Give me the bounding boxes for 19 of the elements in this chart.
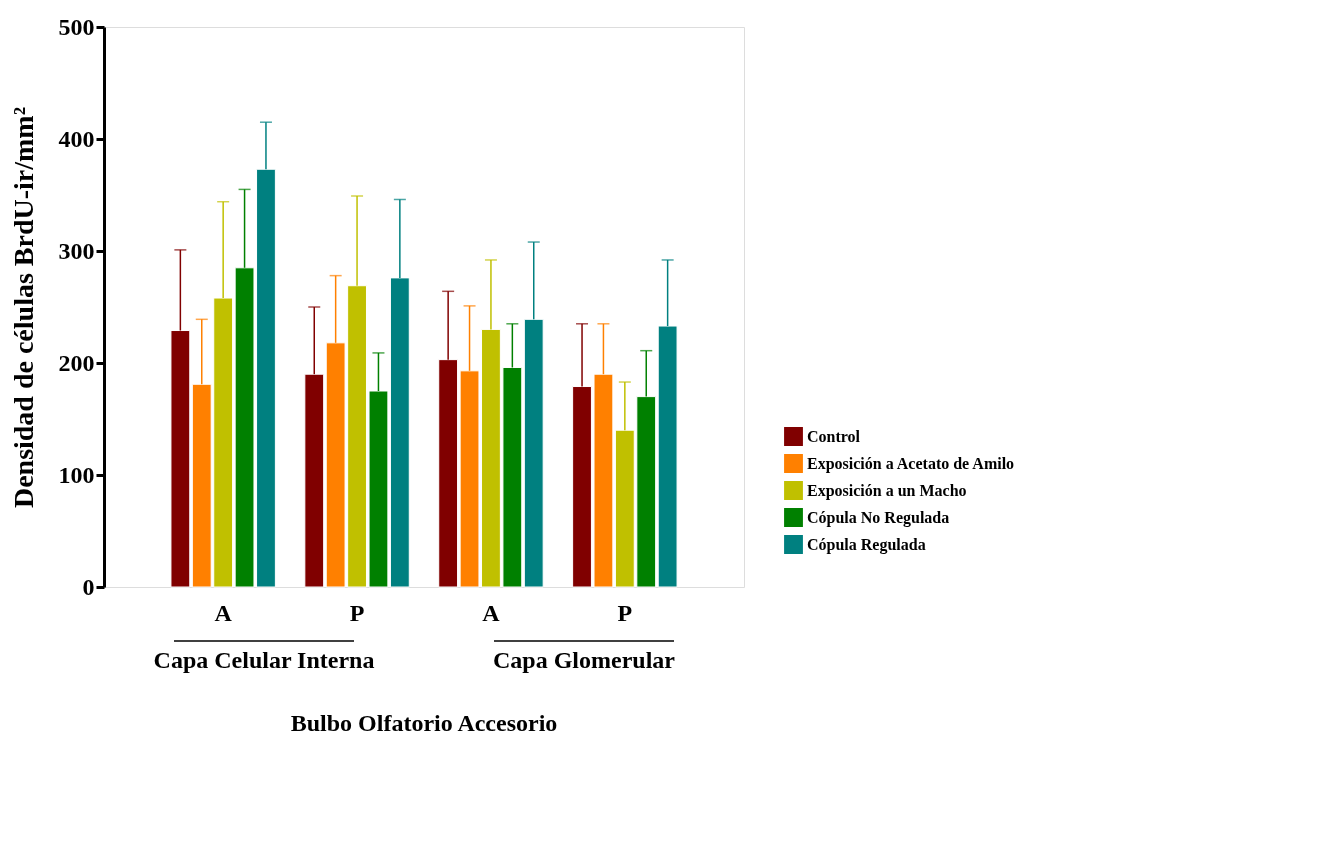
legend-label: Exposición a un Macho: [807, 481, 967, 500]
legend-label: Control: [807, 427, 861, 445]
y-tick-label: 0: [82, 573, 95, 600]
y-tick-label: 100: [58, 461, 95, 488]
x-tick-label: P: [617, 599, 633, 626]
x-tick-label: P: [349, 599, 365, 626]
x-axis-title: Bulbo Olfatorio Accesorio: [290, 710, 558, 736]
y-tick-label: 500: [58, 13, 95, 40]
legend-label: Cópula Regulada: [807, 535, 926, 554]
y-axis-title: Densidad de células BrdU-ir/mm²: [7, 106, 39, 509]
y-tick-label: 200: [58, 349, 95, 376]
y-tick-label: 300: [58, 237, 95, 264]
x-tick-label: A: [214, 599, 233, 626]
y-tick-label: 400: [58, 125, 95, 152]
legend-label: Exposición a Acetato de Amilo: [807, 454, 1015, 473]
x-tick-label: A: [482, 599, 501, 626]
legend-label: Cópula No Regulada: [807, 508, 950, 527]
text: Capa Celular Interna: [153, 647, 375, 673]
text: Capa Glomerular: [493, 647, 676, 673]
